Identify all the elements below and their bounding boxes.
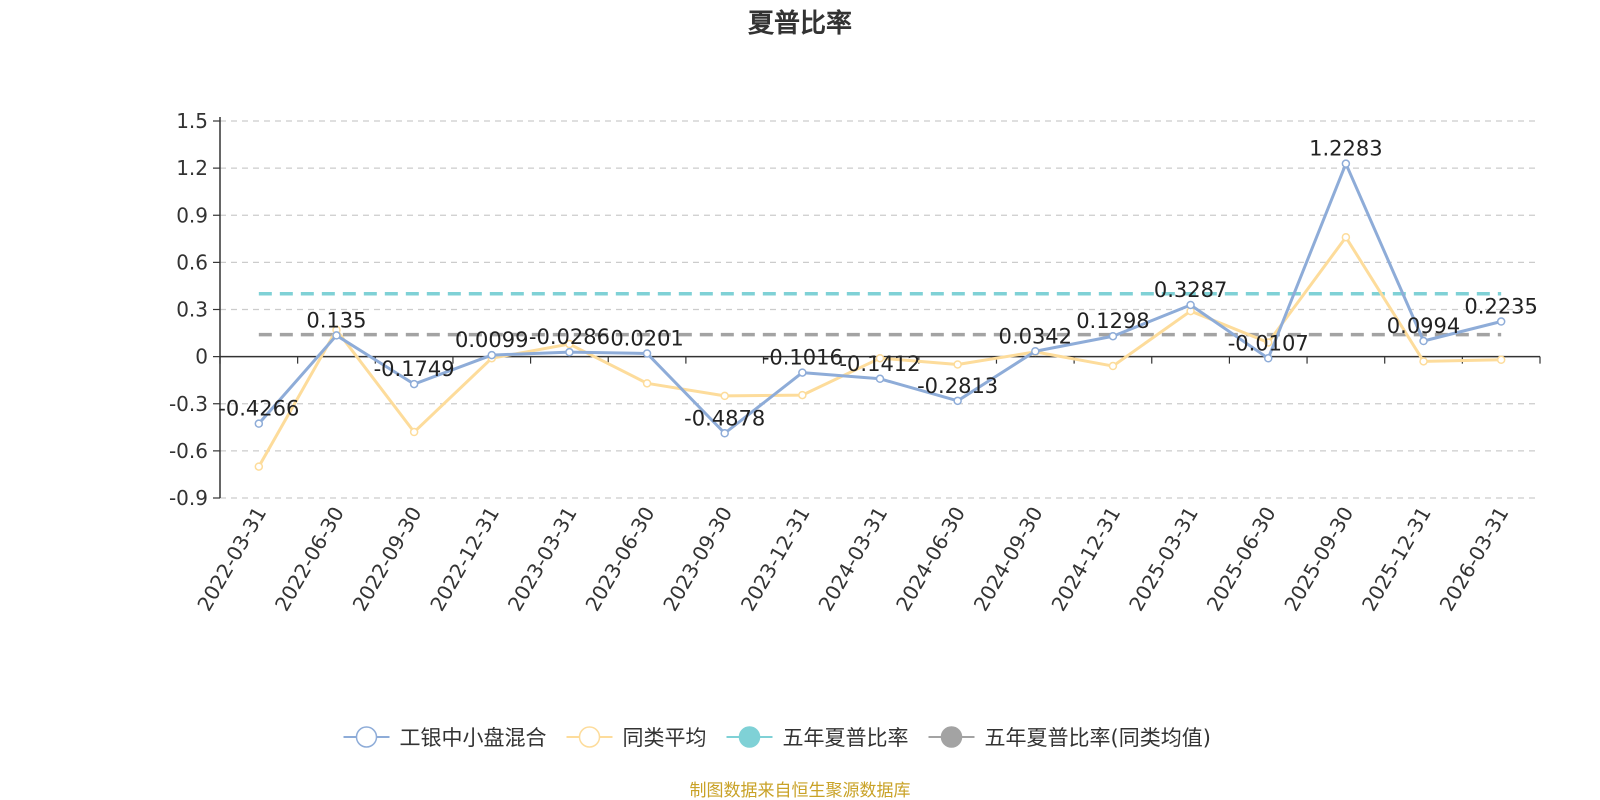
data-label: -0.4266 <box>218 397 299 421</box>
x-tick-label: 2025-03-31 <box>1124 503 1203 616</box>
legend-label: 工银中小盘混合 <box>400 726 547 750</box>
data-point <box>254 462 264 471</box>
y-tick-label: -0.6 <box>169 439 208 463</box>
data-point <box>1031 347 1040 356</box>
y-tick-label: 1.2 <box>176 156 208 180</box>
data-label: 0.0099 <box>455 328 528 352</box>
data-point <box>1263 338 1273 347</box>
data-point <box>409 427 419 437</box>
data-point <box>332 331 341 340</box>
data-point <box>565 347 574 357</box>
chart-title: 夏普比率 <box>748 8 852 39</box>
data-label: 1.2283 <box>1309 137 1382 161</box>
data-label: 0.135 <box>306 308 366 332</box>
x-tick-label: 2023-03-31 <box>503 503 582 616</box>
data-point <box>1419 357 1428 366</box>
y-tick-label: 1.5 <box>176 109 208 133</box>
y-tick-label: 0 <box>195 345 208 369</box>
data-point <box>1419 336 1428 346</box>
x-tick-label: 2023-12-31 <box>736 503 815 616</box>
data-point <box>953 360 962 369</box>
reference-lines <box>258 292 1502 337</box>
data-point <box>1108 361 1118 371</box>
data-label: -0.4878 <box>684 406 765 430</box>
x-tick-label: 2022-06-30 <box>270 503 349 616</box>
data-point <box>642 349 652 358</box>
data-point <box>409 379 419 389</box>
y-tick-label: 0.3 <box>176 298 208 322</box>
legend-item[interactable]: 五年夏普比率 <box>726 726 909 750</box>
data-point <box>798 368 807 377</box>
data-point <box>1496 317 1506 326</box>
data-point <box>565 339 574 349</box>
data-point <box>1496 355 1506 365</box>
data-point <box>1186 300 1195 310</box>
legend-item[interactable]: 工银中小盘混合 <box>343 726 547 750</box>
data-point <box>875 353 885 363</box>
data-point <box>1108 331 1118 341</box>
data-label: -0.0107 <box>1228 331 1309 355</box>
legend-item[interactable]: 同类平均 <box>566 726 707 750</box>
x-tick-label: 2023-06-30 <box>580 503 659 616</box>
series-lines <box>254 159 1506 471</box>
data-point <box>953 396 962 406</box>
data-label: 0.0201 <box>610 326 683 350</box>
x-tick-label: 2026-03-31 <box>1435 503 1514 616</box>
data-point <box>720 429 729 438</box>
data-label: -0.1016 <box>762 346 843 370</box>
series-line <box>257 162 1502 435</box>
data-label: 0.1298 <box>1076 309 1149 333</box>
x-tick-label: 2024-03-31 <box>813 503 892 616</box>
data-point <box>798 390 807 400</box>
data-label: 0.0342 <box>999 324 1072 348</box>
x-tick-label: 2022-09-30 <box>348 503 427 616</box>
y-tick-label: 0.9 <box>176 203 208 227</box>
data-label: -0.1412 <box>839 352 920 376</box>
data-label: 0.0994 <box>1387 314 1460 338</box>
x-tick-label: 2025-12-31 <box>1357 503 1436 616</box>
legend-marker <box>578 726 601 748</box>
legend-marker <box>940 726 963 748</box>
data-point <box>254 419 264 428</box>
data-label: -0.0286 <box>529 325 610 349</box>
legend-label: 五年夏普比率(同类均值) <box>985 726 1211 750</box>
data-label: 0.3287 <box>1154 278 1227 302</box>
data-point <box>1341 159 1351 168</box>
x-tick-label: 2024-09-30 <box>969 503 1048 616</box>
legend-item[interactable]: 五年夏普比率(同类均值) <box>928 726 1211 750</box>
y-tick-label: 0.6 <box>176 250 208 274</box>
data-point <box>487 350 497 360</box>
data-point <box>642 379 652 388</box>
source-note: 制图数据来自恒生聚源数据库 <box>690 781 911 800</box>
legend[interactable]: 工银中小盘混合 同类平均 五年夏普比率 五年夏普比率(同类均值) <box>343 726 1211 750</box>
x-tick-label: 2022-03-31 <box>192 503 271 616</box>
data-label: -0.1749 <box>374 357 455 381</box>
x-tick-label: 2022-12-31 <box>425 503 504 616</box>
legend-marker <box>738 726 761 748</box>
data-point <box>720 391 729 401</box>
data-label: 0.2235 <box>1464 295 1537 319</box>
x-tick-label: 2025-06-30 <box>1202 503 1281 616</box>
y-tick-label: -0.3 <box>169 392 208 416</box>
x-tick-label: 2025-09-30 <box>1279 503 1358 616</box>
legend-label: 五年夏普比率 <box>783 726 909 750</box>
y-tick-label: -0.9 <box>169 486 208 510</box>
x-tick-label: 2024-06-30 <box>891 502 970 615</box>
x-tick-label: 2023-09-30 <box>658 503 737 616</box>
data-label: -0.2813 <box>917 374 998 398</box>
data-point <box>1341 232 1351 242</box>
data-point <box>1263 354 1273 363</box>
grid-lines <box>220 120 1540 499</box>
legend-label: 同类平均 <box>623 726 707 750</box>
legend-marker <box>355 726 378 748</box>
data-point <box>875 374 885 384</box>
x-tick-label: 2024-12-31 <box>1046 503 1125 616</box>
